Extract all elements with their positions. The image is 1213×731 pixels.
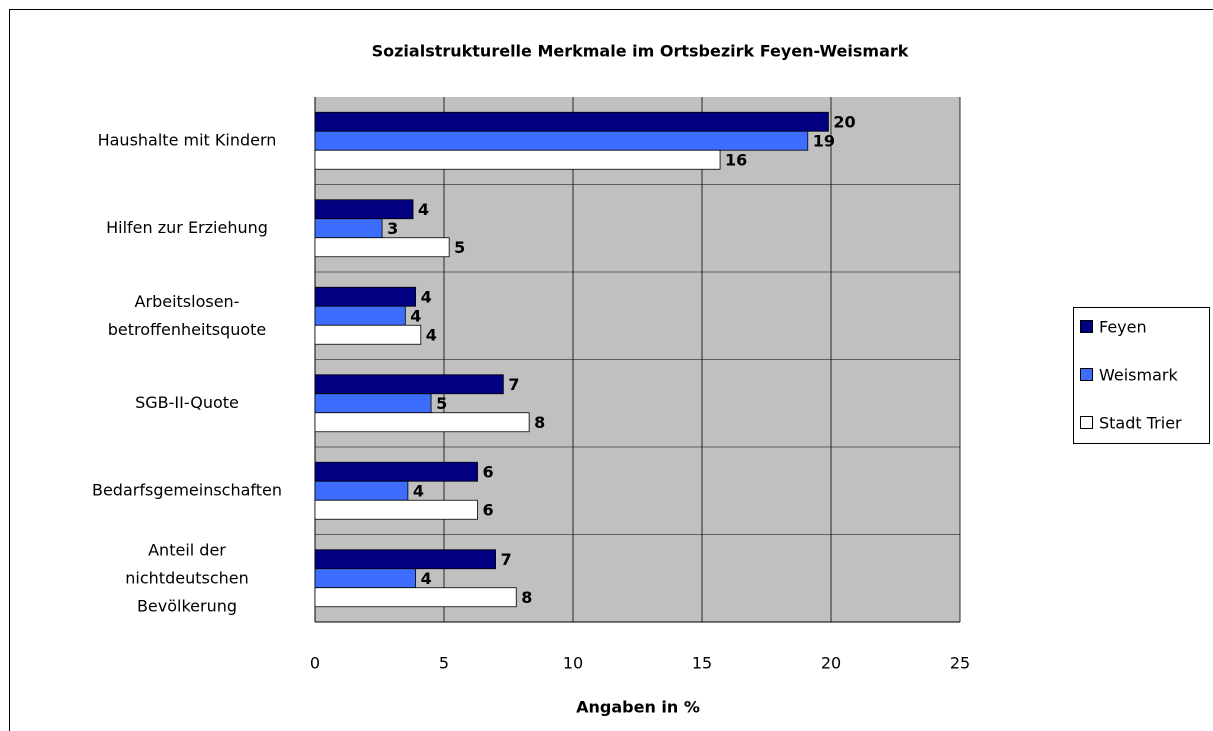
bar (314, 130, 809, 151)
x-tick-label: 15 (692, 654, 712, 673)
y-tick-label-line: betroffenheitsquote (108, 319, 267, 338)
chart-title: Sozialstrukturelle Merkmale im Ortsbezir… (372, 42, 909, 61)
data-label: 19 (813, 131, 835, 150)
y-tick-label: Bedarfsgemeinschaften (92, 480, 282, 499)
bar (314, 374, 504, 395)
bar (314, 305, 406, 326)
bar (314, 412, 530, 433)
data-label: 8 (534, 413, 545, 432)
data-label: 4 (426, 325, 437, 344)
data-label: 8 (521, 588, 532, 607)
data-label: 4 (410, 306, 421, 325)
y-tick-label: Haushalte mit Kindern (98, 130, 277, 149)
bar (314, 111, 829, 132)
data-label: 4 (418, 200, 429, 219)
data-label: 3 (387, 219, 398, 238)
bar (314, 237, 450, 258)
legend-swatch (1080, 320, 1093, 333)
y-tick-label: Hilfen zur Erziehung (106, 218, 268, 237)
y-tick-label-line: Bevölkerung (137, 596, 237, 615)
x-axis-title: Angaben in % (576, 698, 700, 717)
bar (314, 199, 414, 220)
data-label: 7 (508, 375, 519, 394)
data-label: 4 (421, 287, 432, 306)
legend-label: Stadt Trier (1099, 414, 1182, 433)
y-tick-label: SGB-II-Quote (135, 393, 239, 412)
x-tick-label: 10 (563, 654, 583, 673)
x-tick-label: 5 (439, 654, 449, 673)
legend-label: Feyen (1099, 318, 1147, 337)
legend (1073, 307, 1210, 444)
bar (314, 587, 517, 608)
bar (314, 393, 432, 414)
data-label: 6 (483, 500, 494, 519)
y-tick-label: Anteil der nichtdeutschen Bevölkerung (125, 540, 248, 615)
y-tick-label-line: nichtdeutschen (125, 568, 248, 587)
data-label: 5 (436, 394, 447, 413)
bar (314, 568, 417, 589)
bar (314, 218, 383, 239)
data-label: 20 (833, 112, 855, 131)
bar (314, 499, 478, 520)
y-tick-label-line: Anteil der (148, 540, 226, 559)
bar (314, 480, 409, 501)
bar (314, 324, 422, 345)
y-tick-label-line: Arbeitslosen- (135, 291, 240, 310)
bar (314, 149, 721, 170)
legend-swatch (1080, 416, 1093, 429)
x-tick-label: 25 (950, 654, 970, 673)
data-label: 4 (421, 569, 432, 588)
legend-swatch (1080, 368, 1093, 381)
y-tick-label: Arbeitslosen-betroffenheitsquote (108, 291, 267, 338)
data-label: 16 (725, 150, 747, 169)
data-label: 5 (454, 238, 465, 257)
bar (314, 549, 497, 570)
bar (314, 286, 417, 307)
x-tick-label: 0 (310, 654, 320, 673)
data-label: 4 (413, 481, 424, 500)
bar (314, 461, 478, 482)
legend-label: Weismark (1099, 366, 1178, 385)
x-tick-label: 20 (821, 654, 841, 673)
data-label: 7 (501, 550, 512, 569)
data-label: 6 (483, 462, 494, 481)
